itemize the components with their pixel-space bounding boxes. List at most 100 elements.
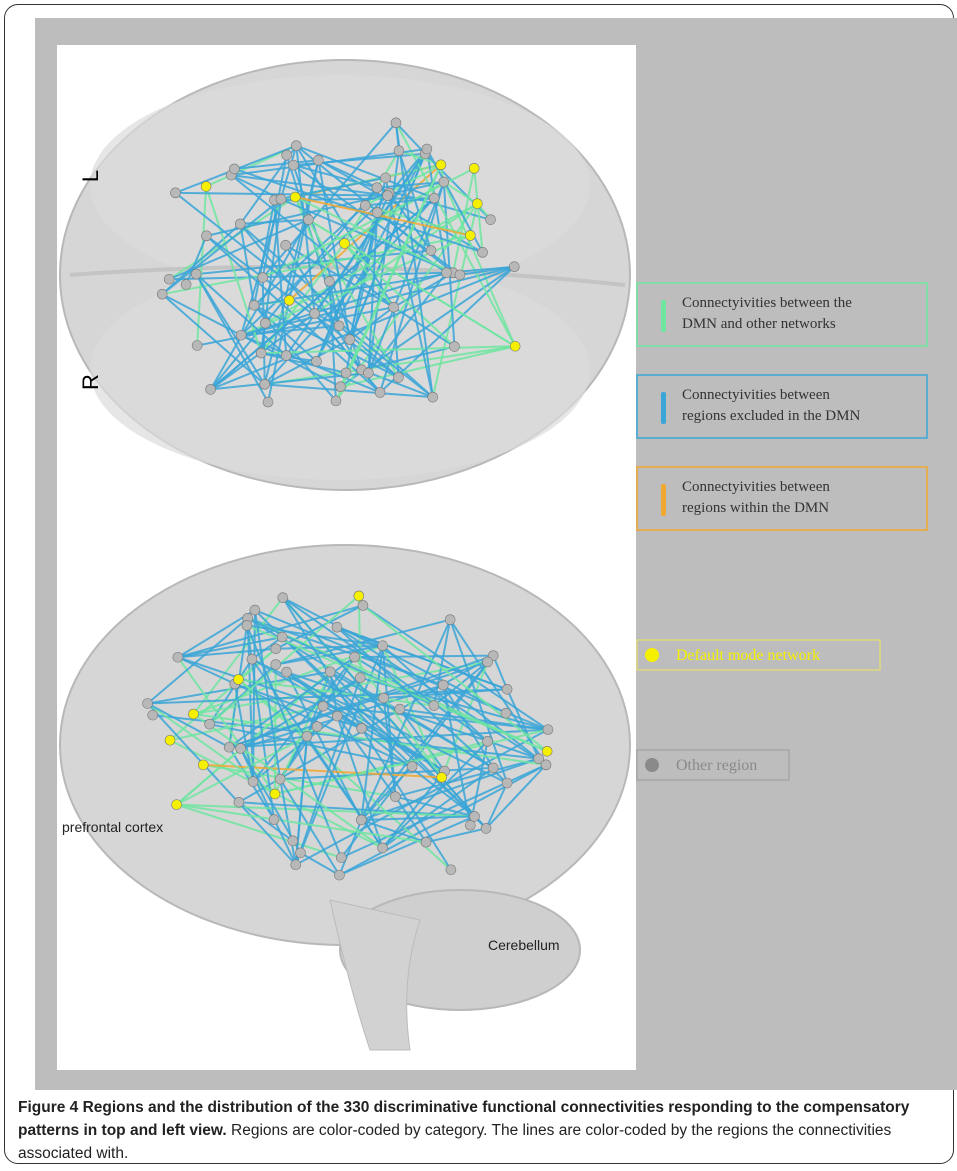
- legend-label: Default mode network: [676, 647, 820, 664]
- legend-swatch: [661, 484, 666, 516]
- region-node: [372, 183, 382, 193]
- region-node: [256, 348, 266, 358]
- region-label: Cerebellum: [488, 937, 560, 953]
- region-node: [355, 673, 365, 683]
- region-node: [383, 191, 393, 201]
- region-node: [260, 379, 270, 389]
- region-node: [302, 731, 312, 741]
- region-node: [310, 309, 320, 319]
- region-node: [278, 593, 288, 603]
- region-node: [390, 792, 400, 802]
- region-node: [312, 722, 322, 732]
- region-node: [469, 811, 479, 821]
- legend-node: [645, 758, 659, 772]
- region-node: [198, 760, 208, 770]
- region-node: [334, 870, 344, 880]
- region-node: [282, 667, 292, 677]
- region-node: [288, 836, 298, 846]
- legend-label: Other region: [676, 757, 757, 774]
- connection: [355, 656, 494, 657]
- figure: L R prefrontal cortex Cerebellum Connect…: [0, 0, 957, 1095]
- region-node: [236, 743, 246, 753]
- region-node: [363, 368, 373, 378]
- region-node: [311, 356, 321, 366]
- region-node: [407, 761, 417, 771]
- region-node: [345, 335, 355, 345]
- legend-label: Connectyivities between: [682, 479, 830, 495]
- legend-node: [645, 648, 659, 662]
- region-node: [275, 774, 285, 784]
- region-node: [437, 772, 447, 782]
- caption: Figure 4 Regions and the distribution of…: [18, 1096, 943, 1165]
- region-node: [290, 192, 300, 202]
- region-node: [488, 763, 498, 773]
- region-node: [391, 118, 401, 128]
- region-node: [422, 144, 432, 154]
- region-node: [291, 141, 301, 151]
- region-node: [224, 742, 234, 752]
- region-node: [378, 641, 388, 651]
- region-node: [378, 843, 388, 853]
- region-node: [250, 605, 260, 615]
- region-node: [324, 276, 334, 286]
- region-node: [465, 230, 475, 240]
- region-node: [325, 667, 335, 677]
- region-node: [271, 660, 281, 670]
- region-node: [143, 698, 153, 708]
- legend-label: DMN and other networks: [682, 316, 836, 332]
- region-node: [248, 777, 258, 787]
- region-node: [201, 181, 211, 191]
- region-node: [455, 270, 465, 280]
- region-node: [439, 177, 449, 187]
- region-node: [277, 632, 287, 642]
- region-node: [284, 295, 294, 305]
- region-node: [173, 652, 183, 662]
- region-node: [165, 735, 175, 745]
- region-node: [336, 853, 346, 863]
- region-node: [510, 341, 520, 351]
- region-node: [502, 778, 512, 788]
- region-node: [335, 382, 345, 392]
- region-node: [148, 710, 158, 720]
- region-node: [358, 600, 368, 610]
- region-node: [164, 274, 174, 284]
- region-node: [421, 837, 431, 847]
- legend-label: regions within the DMN: [682, 500, 829, 516]
- region-node: [313, 155, 323, 165]
- region-node: [332, 622, 342, 632]
- region-node: [205, 719, 215, 729]
- orientation-label: L: [78, 170, 103, 182]
- region-node: [229, 164, 239, 174]
- region-node: [483, 736, 493, 746]
- legend-label: Connectyivities between: [682, 387, 830, 403]
- region-node: [360, 200, 370, 210]
- region-node: [542, 746, 552, 756]
- legend-label: regions excluded in the DMN: [682, 408, 860, 424]
- region-node: [375, 387, 385, 397]
- region-node: [263, 397, 273, 407]
- region-node: [436, 160, 446, 170]
- region-node: [170, 188, 180, 198]
- region-node: [181, 280, 191, 290]
- region-node: [260, 318, 270, 328]
- legend-label: Connectyivities between the: [682, 295, 852, 311]
- region-node: [234, 797, 244, 807]
- region-node: [449, 342, 459, 352]
- region-node: [295, 848, 305, 858]
- region-node: [288, 160, 298, 170]
- region-node: [332, 711, 342, 721]
- region-node: [502, 684, 512, 694]
- region-node: [247, 654, 257, 664]
- region-node: [472, 199, 482, 209]
- region-node: [442, 268, 452, 278]
- region-node: [235, 219, 245, 229]
- region-node: [188, 709, 198, 719]
- page: L R prefrontal cortex Cerebellum Connect…: [0, 0, 957, 1171]
- legend-swatch: [661, 300, 666, 332]
- region-node: [465, 820, 475, 830]
- region-node: [191, 269, 201, 279]
- region-node: [438, 680, 448, 690]
- orientation-label: R: [78, 374, 103, 390]
- region-node: [394, 146, 404, 156]
- region-node: [282, 150, 292, 160]
